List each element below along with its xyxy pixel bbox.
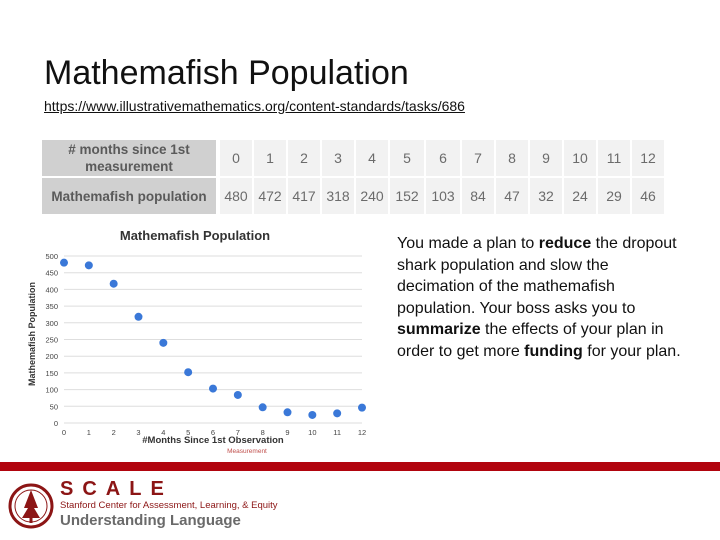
description-text: You made a plan to <box>397 235 539 252</box>
scale-subtitle: Stanford Center for Assessment, Learning… <box>60 500 278 511</box>
chart-gridlines <box>64 255 362 424</box>
x-tick-label: 4 <box>161 428 165 437</box>
month-cell: 12 <box>632 140 664 176</box>
month-cell: 1 <box>254 140 286 176</box>
population-cell: 84 <box>462 176 494 214</box>
data-point <box>84 261 93 270</box>
population-cell: 32 <box>530 176 562 214</box>
scale-logo: SCALE Stanford Center for Assessment, Le… <box>60 478 278 530</box>
data-point <box>60 258 68 267</box>
data-point <box>258 403 267 412</box>
stanford-seal-icon <box>8 483 54 529</box>
data-point <box>308 410 317 419</box>
x-tick-label: 3 <box>136 428 140 437</box>
y-tick-label: 0 <box>54 419 58 428</box>
x-tick-labels: 0 1 2 3 4 5 6 7 8 9 10 11 12 <box>62 428 366 437</box>
y-tick-label: 350 <box>45 302 58 311</box>
footer-accent-bar <box>0 462 720 471</box>
scatter-chart: Mathemafish Population 05010015020025030… <box>27 228 366 455</box>
month-cell: 3 <box>322 140 354 176</box>
month-cell: 8 <box>496 140 528 176</box>
chart-points <box>60 258 366 419</box>
data-point <box>209 384 217 393</box>
data-point <box>184 368 193 377</box>
month-cell: 4 <box>356 140 388 176</box>
x-tick-label: 2 <box>112 428 116 437</box>
population-cell: 152 <box>390 176 424 214</box>
population-cell: 47 <box>496 176 528 214</box>
understanding-language-wordmark: Understanding Language <box>60 512 241 529</box>
month-cell: 0 <box>220 140 252 176</box>
chart-title: Mathemafish Population <box>120 228 270 243</box>
data-point <box>283 408 292 417</box>
month-cell: 7 <box>462 140 494 176</box>
row-header-population: Mathemafish population <box>42 176 218 214</box>
y-axis-label: Mathemafish Population <box>27 282 37 386</box>
x-tick-label: 7 <box>236 428 240 437</box>
population-cell: 103 <box>426 176 460 214</box>
description-bold: reduce <box>538 235 592 252</box>
population-cell: 46 <box>632 176 664 214</box>
population-cell: 24 <box>564 176 596 214</box>
y-tick-label: 250 <box>45 336 58 345</box>
y-tick-label: 400 <box>45 285 58 294</box>
x-tick-label: 9 <box>285 428 289 437</box>
month-cell: 2 <box>288 140 320 176</box>
description-bold: funding <box>524 342 583 360</box>
y-tick-label: 300 <box>45 319 58 328</box>
y-tick-labels: 0 50 100 150 200 250 300 350 400 450 500 <box>45 252 58 428</box>
x-tick-label: 8 <box>261 428 265 437</box>
month-cell: 6 <box>426 140 460 176</box>
y-tick-label: 150 <box>45 369 58 378</box>
population-cell: 417 <box>288 176 320 214</box>
data-table: # months since 1st measurement 0 1 2 3 4… <box>40 140 666 214</box>
x-tick-label: 0 <box>62 428 66 437</box>
month-cell: 10 <box>564 140 596 176</box>
data-point <box>233 390 242 399</box>
month-cell: 11 <box>598 140 630 176</box>
month-cell: 5 <box>390 140 424 176</box>
data-point <box>333 409 342 418</box>
table-row-population: Mathemafish population 480 472 417 318 2… <box>42 176 664 214</box>
slide-title: Mathemafish Population <box>44 54 409 92</box>
y-tick-label: 100 <box>45 386 58 395</box>
population-cell: 29 <box>598 176 630 214</box>
source-link[interactable]: https://www.illustrativemathematics.org/… <box>44 98 465 114</box>
population-cell: 480 <box>220 176 252 214</box>
row-header-months: # months since 1st measurement <box>42 140 218 176</box>
data-point <box>134 312 143 321</box>
data-point <box>358 403 366 412</box>
x-tick-label: 6 <box>211 428 215 437</box>
population-cell: 318 <box>322 176 354 214</box>
y-tick-label: 500 <box>45 252 58 261</box>
description-text: the dropout shark population and slow th… <box>397 235 677 317</box>
x-axis-label: #Months Since 1st Observation <box>142 435 284 446</box>
y-tick-label: 200 <box>45 352 58 361</box>
y-tick-label: 50 <box>50 402 58 411</box>
description-bold: summarize <box>397 321 481 338</box>
population-cell: 240 <box>356 176 388 214</box>
description-text: the effects of your plan in order to get… <box>397 321 664 360</box>
data-point <box>159 338 168 347</box>
x-tick-label: 1 <box>87 428 91 437</box>
task-description: You made a plan to reduce the dropout sh… <box>397 233 689 362</box>
description-text: for your plan. <box>582 342 681 360</box>
table-row-months: # months since 1st measurement 0 1 2 3 4… <box>42 140 664 176</box>
x-tick-label: 11 <box>333 428 341 437</box>
population-cell: 472 <box>254 176 286 214</box>
month-cell: 9 <box>530 140 562 176</box>
x-tick-label: 12 <box>358 428 366 437</box>
x-tick-label: 10 <box>308 428 316 437</box>
x-tick-label: 5 <box>186 428 190 437</box>
y-tick-label: 450 <box>45 269 58 278</box>
scale-wordmark: SCALE <box>60 478 173 500</box>
data-point <box>109 279 118 288</box>
x-axis-label-note: Measurement <box>227 448 267 455</box>
